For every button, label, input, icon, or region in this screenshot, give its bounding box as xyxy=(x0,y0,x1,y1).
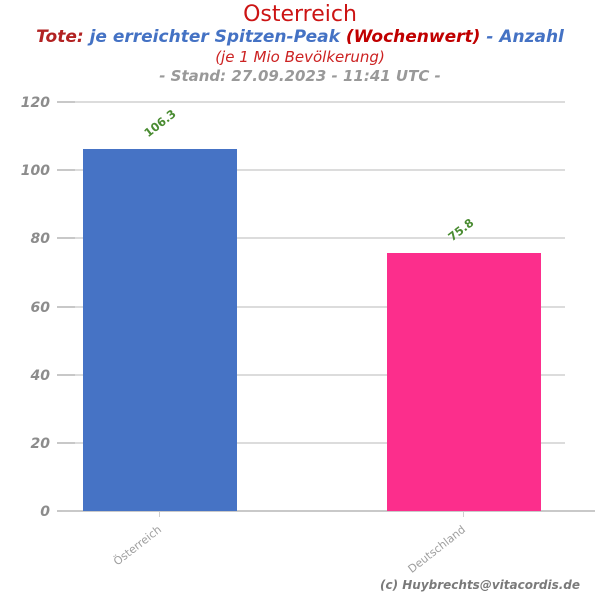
gridline-y-60 xyxy=(62,305,565,308)
subtitle-part: (Wochenwert) xyxy=(345,27,487,47)
gridline-y-20 xyxy=(62,441,565,444)
y-tick-mark xyxy=(57,101,75,103)
y-tick-mark xyxy=(57,305,75,308)
y-tick-mark xyxy=(57,169,75,172)
gridline-y-100 xyxy=(62,169,565,172)
y-tick-label: 100 xyxy=(20,163,50,180)
x-tick-label: Österreich xyxy=(111,523,165,569)
y-tick-label: 120 xyxy=(20,95,50,111)
y-tick-mark xyxy=(57,237,75,240)
gridline-y-120 xyxy=(62,101,565,103)
x-axis-line xyxy=(62,510,595,512)
chart-title: Osterreich xyxy=(243,2,357,27)
x-tick-mark xyxy=(463,512,465,517)
bar-österreich xyxy=(83,148,238,511)
chart-subtitle-population: (je 1 Mio Bevölkerung) xyxy=(215,48,385,66)
gridline-y-80 xyxy=(62,237,565,240)
credit-text: (c) Huybrechts@vitacordis.de xyxy=(379,578,580,592)
gridline-y-40 xyxy=(62,373,565,376)
y-tick-label: 40 xyxy=(30,367,50,384)
subtitle-part: je erreichter Spitzen-Peak xyxy=(89,27,346,47)
bar-deutschland xyxy=(387,252,542,511)
y-tick-label: 20 xyxy=(30,435,50,452)
y-tick-label: 80 xyxy=(30,231,50,248)
chart-header: Osterreich Tote: je erreichter Spitzen-P… xyxy=(0,2,600,86)
y-tick-mark xyxy=(57,373,75,376)
x-tick-label: Deutschland xyxy=(406,523,469,576)
x-tick-mark xyxy=(159,512,161,517)
y-tick-label: 0 xyxy=(40,504,50,520)
bar-value-label: 106.3 xyxy=(141,106,179,140)
subtitle-part: - Anzahl xyxy=(486,27,564,47)
chart-stand-line: - Stand: 27.09.2023 - 11:41 UTC - xyxy=(159,67,441,85)
subtitle-part: Tote: xyxy=(36,27,90,47)
bar-value-label: 75.8 xyxy=(445,215,477,244)
chart-subtitle: Tote: je erreichter Spitzen-Peak (Wochen… xyxy=(0,27,600,48)
y-tick-label: 60 xyxy=(30,299,50,316)
y-tick-mark xyxy=(57,441,75,444)
plot-area: 0 20 40 60 80 100 120 106.3 Österreich 75.8 Deutsc… xyxy=(21,95,595,576)
